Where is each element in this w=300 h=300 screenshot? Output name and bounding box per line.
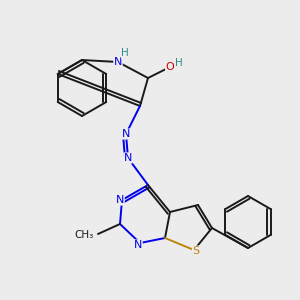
Text: CH₃: CH₃ (75, 230, 94, 240)
Text: N: N (114, 57, 122, 67)
Text: S: S (192, 246, 200, 256)
Text: N: N (122, 129, 130, 139)
Text: O: O (166, 62, 174, 72)
Text: N: N (124, 153, 132, 163)
Text: N: N (134, 240, 142, 250)
Text: H: H (121, 48, 129, 58)
Text: N: N (116, 195, 124, 205)
Text: H: H (175, 58, 183, 68)
